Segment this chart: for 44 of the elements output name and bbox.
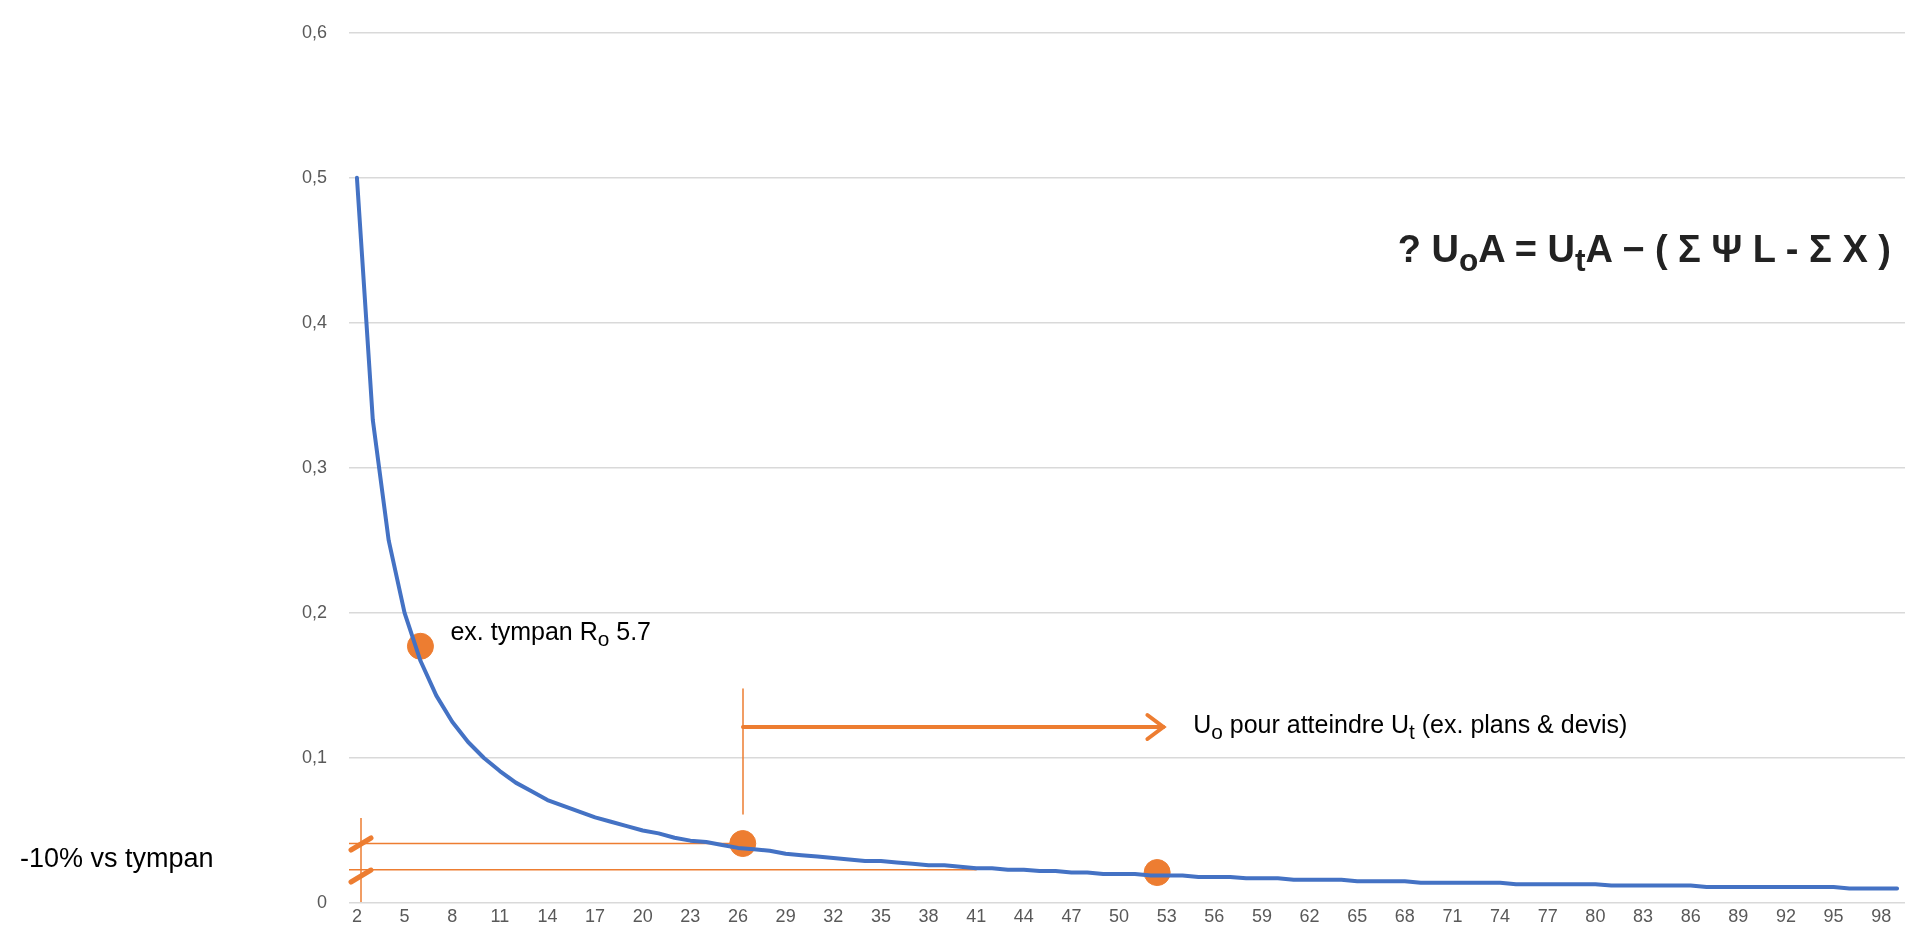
x-tick-label: 95 xyxy=(1823,905,1844,926)
y-tick-label: 0 xyxy=(316,891,327,912)
x-tick-label: 35 xyxy=(870,905,891,926)
annotation: U$_{o}$ pour atteindre U$_{t}$ (ex. plans & devis) xyxy=(1193,709,1628,744)
y-tick-label: 0,4 xyxy=(301,311,327,332)
x-tick-label: 20 xyxy=(632,905,653,926)
x-tick-label: 74 xyxy=(1490,905,1511,926)
x-tick-label: 38 xyxy=(918,905,939,926)
x-tick-label: 68 xyxy=(1394,905,1415,926)
x-tick-label: 14 xyxy=(537,905,558,926)
x-tick-label: 56 xyxy=(1204,905,1225,926)
annotation: ex. tympan R$_{o}$ 5.7 xyxy=(450,617,652,652)
y-tick-label: 0,3 xyxy=(301,456,327,477)
x-tick-label: 5 xyxy=(399,905,410,926)
y-tick-label: 0,2 xyxy=(301,601,327,622)
x-tick-label: 92 xyxy=(1775,905,1796,926)
x-tick-label: 41 xyxy=(966,905,987,926)
x-tick-label: 26 xyxy=(727,905,749,926)
text: -10% vs tympan xyxy=(20,842,214,874)
x-tick-label: 59 xyxy=(1251,905,1272,926)
y-tick-label: 0,6 xyxy=(301,21,327,42)
x-tick-label: 98 xyxy=(1871,905,1892,926)
x-tick-label: 86 xyxy=(1680,905,1701,926)
x-tick-label: 89 xyxy=(1728,905,1749,926)
x-tick-label: 71 xyxy=(1442,905,1463,926)
x-tick-label: 47 xyxy=(1061,905,1082,926)
x-tick-label: 29 xyxy=(775,905,796,926)
x-tick-label: 80 xyxy=(1585,905,1606,926)
annotation: ? U$_{o}$A = U$_{t}$A − ( Σ Ψ L - Σ X ) xyxy=(1397,228,1891,279)
x-tick-label: 53 xyxy=(1156,905,1177,926)
x-tick-label: 8 xyxy=(447,905,458,926)
x-tick-label: 17 xyxy=(585,905,606,926)
x-tick-label: 62 xyxy=(1299,905,1320,926)
x-tick-label: 11 xyxy=(490,905,510,926)
x-tick-label: 32 xyxy=(823,905,844,926)
x-tick-label: 44 xyxy=(1013,905,1034,926)
y-tick-label: 0,1 xyxy=(301,746,327,767)
y-tick-label: 0,5 xyxy=(301,166,327,187)
x-tick-label: 77 xyxy=(1537,905,1558,926)
x-tick-label: 83 xyxy=(1633,905,1654,926)
x-tick-label: 23 xyxy=(680,905,701,926)
x-tick-label: 50 xyxy=(1109,905,1130,926)
x-tick-label: 65 xyxy=(1347,905,1368,926)
x-tick-label: 2 xyxy=(351,905,362,926)
